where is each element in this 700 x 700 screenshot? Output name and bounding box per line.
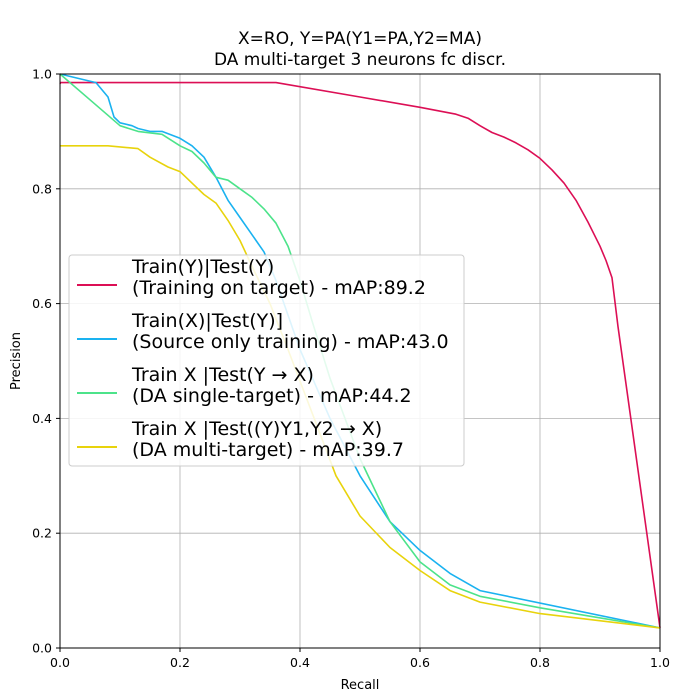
y-tick-label: 1.0 [32,67,52,82]
series-line-4 [60,145,661,629]
x-axis-label: Recall [341,678,380,693]
legend-label-1-line-2: (Training on target) - mAP:89.2 [132,277,426,299]
x-tick-label: 0.4 [290,655,310,670]
legend-label-2-line-2: (Source only training) - mAP:43.0 [132,331,449,353]
legend-label-4-line-1: Train X |Test((Y)Y1,Y2 → X) [131,418,382,440]
legend: Train(Y)|Test(Y)(Training on target) - m… [68,254,465,467]
x-tick-label: 0.8 [530,655,550,670]
chart-title-line-1: X=RO, Y=PA(Y1=PA,Y2=MA) [238,29,482,49]
y-tick-label: 0.8 [32,181,52,196]
series-line-2 [59,73,661,629]
y-tick-label: 0.4 [32,411,52,426]
x-tick-label: 0.2 [170,655,190,670]
x-tick-label: 0.6 [410,655,430,670]
legend-label-3-line-1: Train X |Test(Y → X) [131,364,314,386]
axis-ticks: 0.0 0.2 0.4 0.6 0.8 1.0 0.0 0.2 0.4 0.6 0.8 1.0 [32,67,670,671]
y-tick-label: 0.2 [32,526,52,541]
y-tick-label: 0.6 [32,296,52,311]
series-layer [59,73,661,629]
y-tick-label: 0.0 [32,641,52,656]
chart-title-line-2: DA multi-target 3 neurons fc discr. [214,50,506,70]
y-axis-label: Precision [9,332,24,390]
legend-label-2-line-1: Train(X)|Test(Y)] [131,310,283,332]
x-tick-label: 1.0 [650,655,670,670]
legend-box [68,254,465,467]
x-tick-label: 0.0 [50,655,70,670]
plot-frame [59,73,661,649]
legend-label-4-line-2: (DA multi-target) - mAP:39.7 [132,439,404,461]
series-line-3 [59,73,661,629]
series-line-1 [59,81,661,629]
legend-label-1-line-1: Train(Y)|Test(Y) [131,256,274,278]
legend-label-3-line-2: (DA single-target) - mAP:44.2 [132,385,412,407]
